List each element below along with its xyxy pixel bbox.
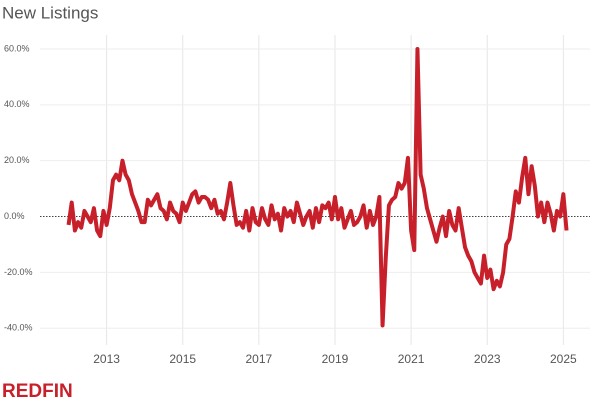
- y-tick-label: 60.0%: [4, 43, 30, 53]
- y-tick-label: 40.0%: [4, 99, 30, 109]
- x-tick-label: 2019: [322, 352, 349, 366]
- x-tick-label: 2023: [474, 352, 501, 366]
- y-tick-label: -40.0%: [4, 323, 33, 333]
- x-tick-label: 2015: [169, 352, 196, 366]
- x-tick-label: 2013: [93, 352, 120, 366]
- x-tick-label: 2025: [550, 352, 577, 366]
- y-tick-label: 0.0%: [4, 211, 25, 221]
- y-tick-label: 20.0%: [4, 155, 30, 165]
- x-tick-label: 2021: [398, 352, 425, 366]
- x-tick-label: 2017: [246, 352, 273, 366]
- y-tick-label: -20.0%: [4, 267, 33, 277]
- brand-logo: REDFIN: [2, 381, 73, 402]
- series-line: [66, 46, 569, 328]
- chart-title: New Listings: [2, 3, 98, 22]
